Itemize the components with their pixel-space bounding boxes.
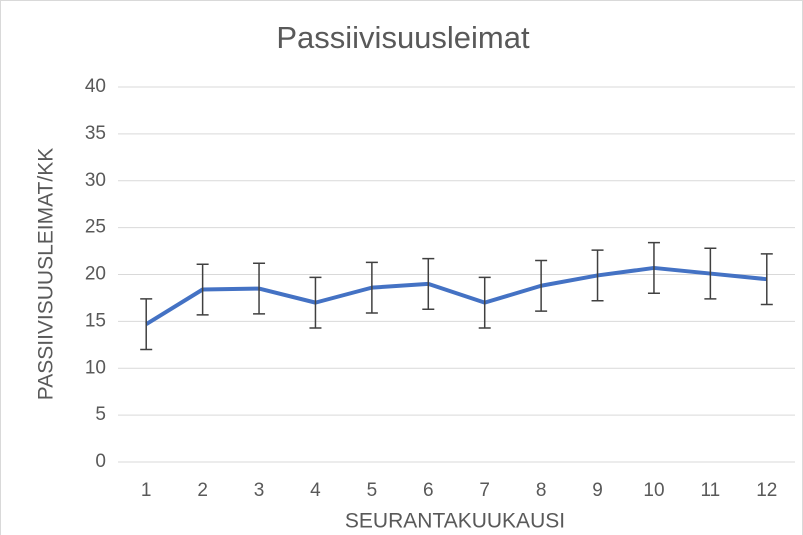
error-bar bbox=[140, 298, 153, 351]
y-tick-label: 35 bbox=[85, 123, 106, 144]
error-bar bbox=[591, 249, 604, 302]
y-tick-label: 25 bbox=[85, 217, 106, 238]
y-tick-label: 40 bbox=[85, 76, 106, 97]
x-tick-label: 2 bbox=[197, 480, 208, 501]
error-bar bbox=[478, 276, 491, 329]
error-bar bbox=[535, 259, 548, 312]
y-tick-label: 10 bbox=[85, 357, 106, 378]
data-line bbox=[145, 265, 767, 326]
y-tick-label: 5 bbox=[95, 404, 106, 425]
y-tick-label: 15 bbox=[85, 310, 106, 331]
x-tick-label: 12 bbox=[756, 480, 777, 501]
x-tick-label: 10 bbox=[643, 480, 664, 501]
x-tick-label: 1 bbox=[141, 480, 152, 501]
x-tick-label: 7 bbox=[479, 480, 490, 501]
error-bar bbox=[196, 263, 209, 316]
y-axis-label: PASSIIVISUUSLEIMAT/KK bbox=[35, 148, 58, 400]
x-axis-label: SEURANTAKUUKAUSI bbox=[345, 510, 565, 533]
x-tick-label: 3 bbox=[254, 480, 265, 501]
chart-title: Passiivisuusleimat bbox=[276, 20, 530, 55]
x-tick-label: 5 bbox=[367, 480, 378, 501]
error-bar bbox=[760, 253, 773, 306]
y-tick-label: 0 bbox=[95, 451, 106, 472]
x-tick-label: 6 bbox=[423, 480, 434, 501]
x-tick-label: 8 bbox=[536, 480, 547, 501]
error-bar bbox=[647, 241, 660, 294]
error-bar bbox=[422, 257, 435, 310]
x-tick-label: 4 bbox=[310, 480, 321, 501]
error-bar bbox=[704, 247, 717, 300]
error-bar bbox=[365, 261, 378, 314]
error-bar bbox=[253, 262, 266, 315]
y-tick-label: 30 bbox=[85, 170, 106, 191]
y-tick-label: 20 bbox=[85, 264, 106, 285]
x-tick-label: 9 bbox=[592, 480, 603, 501]
x-tick-label: 11 bbox=[701, 480, 721, 501]
error-bar bbox=[309, 276, 322, 329]
